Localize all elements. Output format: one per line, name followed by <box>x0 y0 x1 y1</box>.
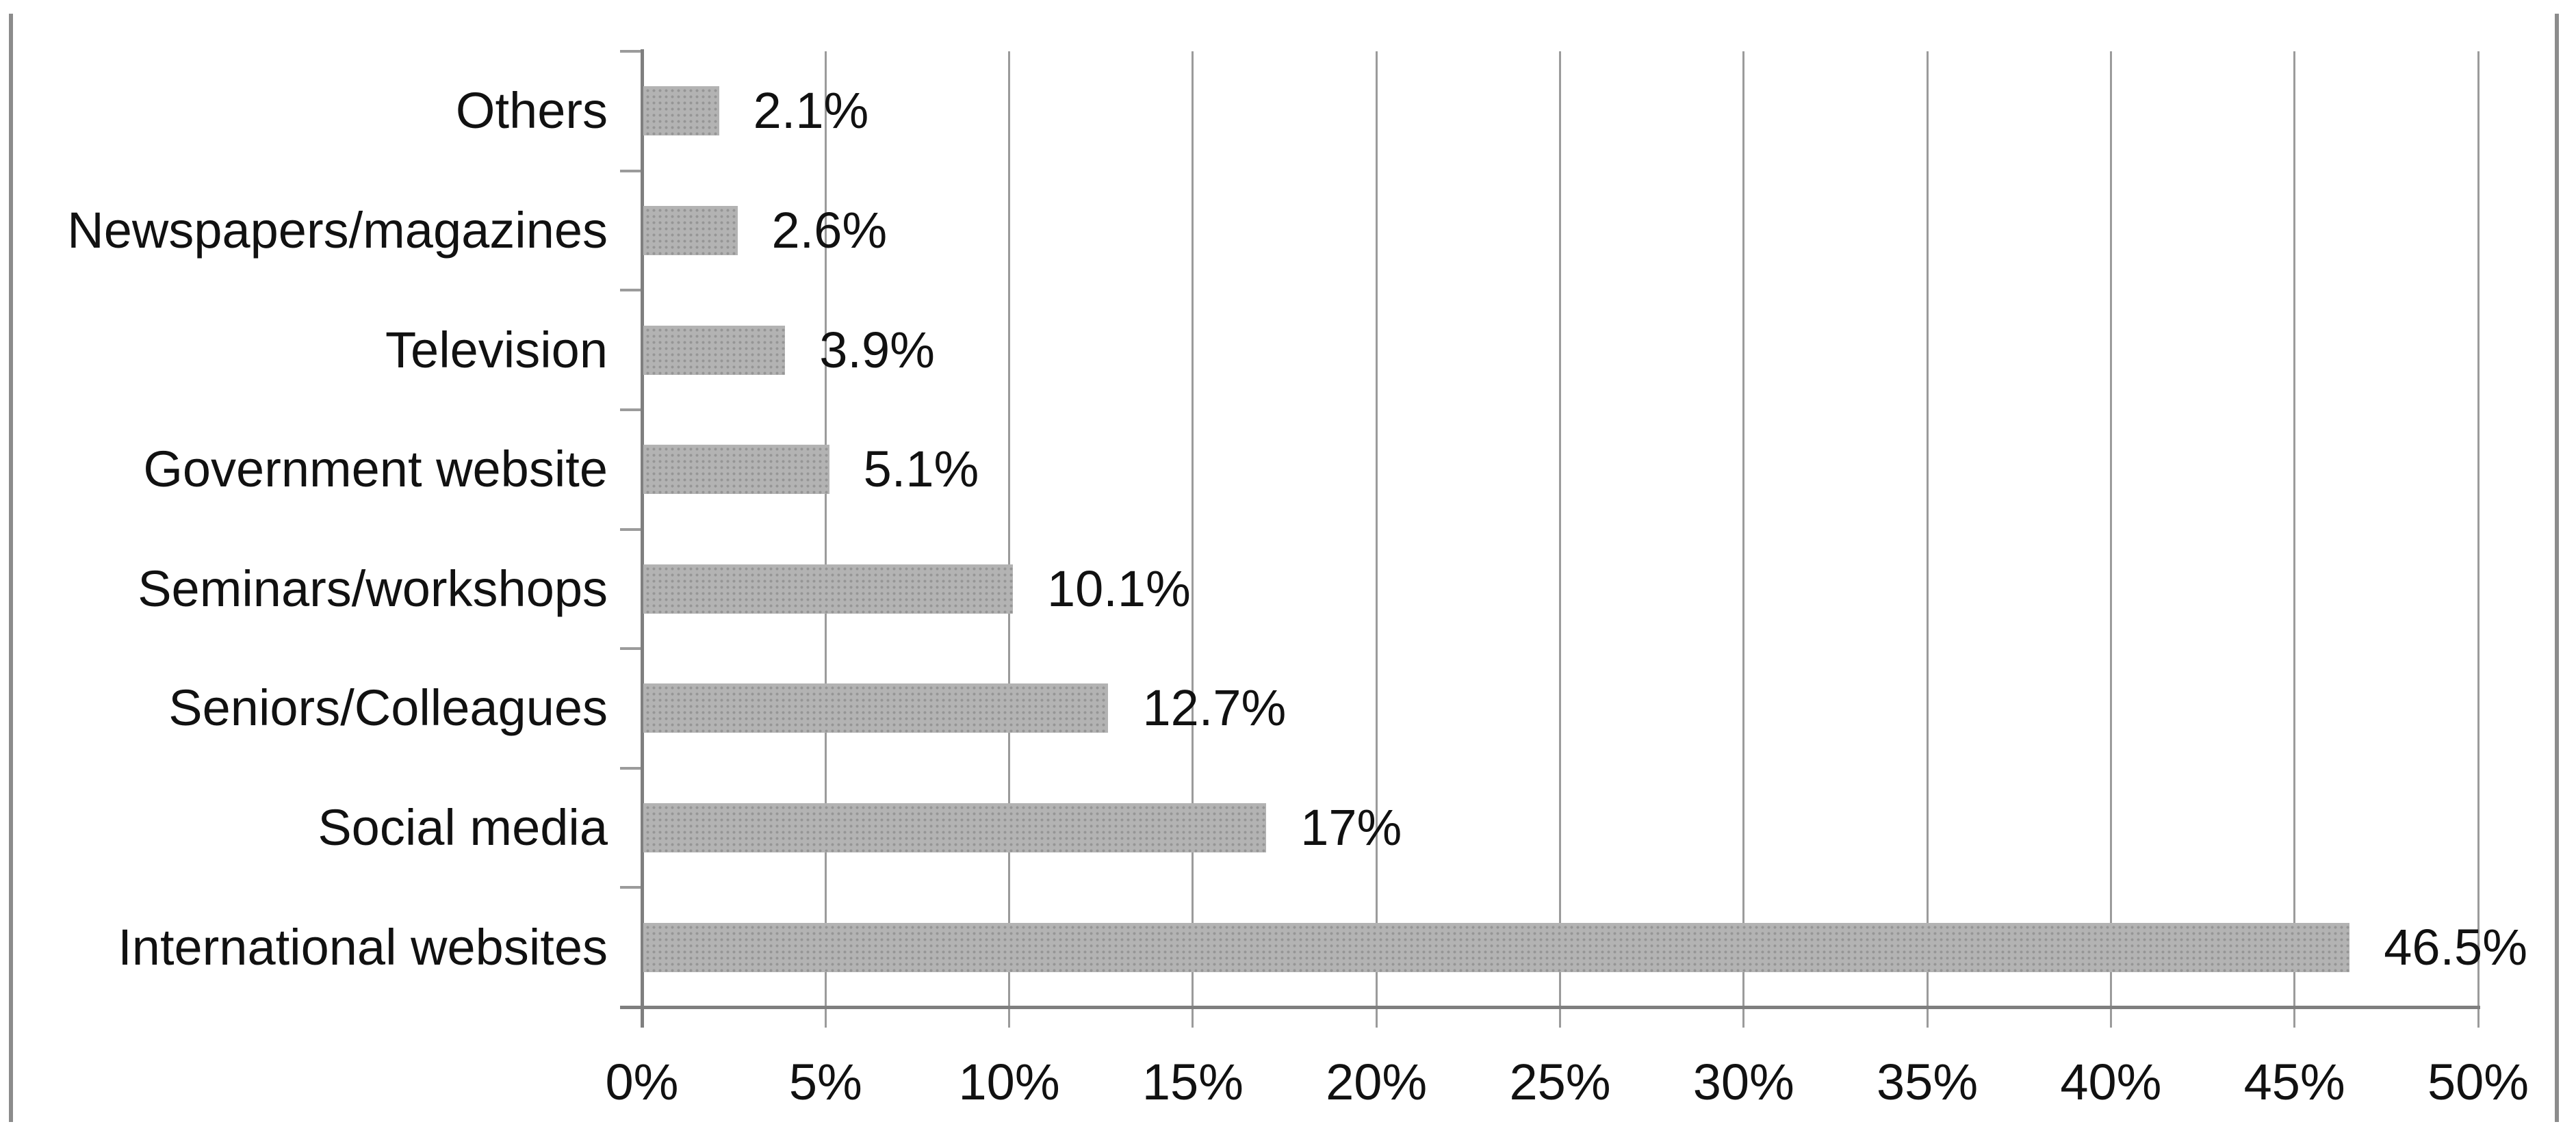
category-tick <box>620 50 642 53</box>
category-tick <box>620 408 642 411</box>
value-label: 12.7% <box>1142 679 1287 737</box>
category-label: Others <box>455 82 608 140</box>
category-axis-line <box>640 49 644 1028</box>
category-tick <box>620 766 642 770</box>
figure-border-right <box>2555 14 2559 1122</box>
bar <box>643 683 1109 733</box>
gridline <box>1375 51 1378 1028</box>
gridline <box>1008 51 1011 1028</box>
category-tick <box>620 647 642 651</box>
category-label: Seminars/workshops <box>138 560 608 617</box>
category-label: Television <box>385 321 608 378</box>
gridline <box>824 51 827 1028</box>
value-axis-line <box>620 1005 2480 1009</box>
value-label: 46.5% <box>2384 918 2528 976</box>
value-label: 5.1% <box>863 441 979 498</box>
category-tick <box>620 169 642 172</box>
x-tick-label: 25% <box>1509 1054 1611 1110</box>
gridline <box>1192 51 1194 1028</box>
value-label: 3.9% <box>819 321 935 378</box>
category-tick <box>620 886 642 889</box>
bar <box>643 803 1267 853</box>
x-tick-label: 40% <box>2060 1054 2162 1110</box>
category-tick <box>620 527 642 531</box>
bar <box>643 922 2350 972</box>
gridline <box>1559 51 1561 1028</box>
value-label: 17% <box>1300 799 1402 857</box>
category-label: Seniors/Colleagues <box>168 679 608 737</box>
x-tick-label: 5% <box>788 1054 862 1110</box>
bar <box>643 564 1013 614</box>
value-label: 2.6% <box>771 201 888 259</box>
value-label: 2.1% <box>753 82 869 140</box>
bar <box>643 445 829 495</box>
bar <box>643 325 786 375</box>
x-tick-label: 30% <box>1692 1054 1794 1110</box>
gridline <box>2477 51 2480 1028</box>
x-tick-label: 0% <box>605 1054 679 1110</box>
bar <box>643 205 738 255</box>
category-label: International websites <box>118 918 608 976</box>
category-label: Government website <box>143 441 608 498</box>
figure-border-left <box>9 14 13 1122</box>
category-label: Social media <box>318 799 608 857</box>
category-tick <box>620 289 642 292</box>
x-tick-label: 35% <box>1877 1054 1979 1110</box>
category-label: Newspapers/magazines <box>67 201 608 259</box>
x-tick-label: 50% <box>2427 1054 2529 1110</box>
x-tick-label: 45% <box>2243 1054 2345 1110</box>
gridline <box>2109 51 2112 1028</box>
gridline <box>1926 51 1929 1028</box>
x-tick-label: 20% <box>1326 1054 1428 1110</box>
gridline <box>2293 51 2296 1028</box>
gridline <box>1742 51 1745 1028</box>
x-tick-label: 10% <box>958 1054 1060 1110</box>
bar <box>643 86 719 136</box>
value-label: 10.1% <box>1046 560 1191 617</box>
x-tick-label: 15% <box>1142 1054 1244 1110</box>
